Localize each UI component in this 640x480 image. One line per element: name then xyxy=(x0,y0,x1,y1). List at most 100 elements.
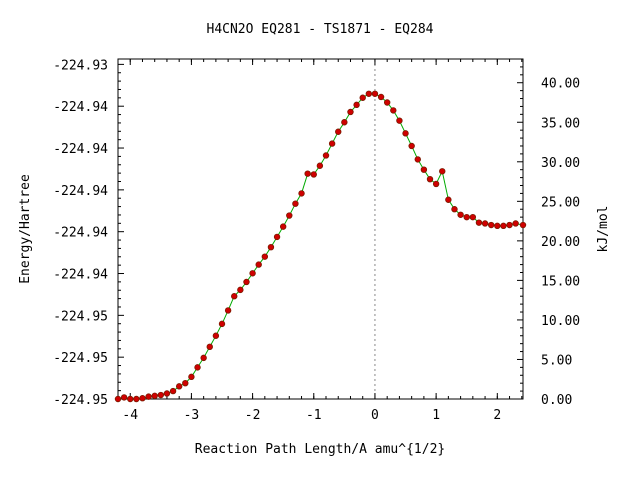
data-point xyxy=(414,156,421,163)
y-tick-label-left: -224.94 xyxy=(53,268,108,283)
data-point xyxy=(494,222,501,230)
data-point xyxy=(249,270,256,277)
data-point xyxy=(114,395,122,403)
data-point xyxy=(371,90,379,97)
data-point xyxy=(298,190,305,197)
data-point xyxy=(469,213,477,221)
x-tick-label: -4 xyxy=(122,408,138,423)
data-point xyxy=(519,221,527,229)
data-point xyxy=(231,293,238,300)
data-point xyxy=(451,206,458,213)
data-point xyxy=(120,394,128,401)
data-point xyxy=(200,354,207,362)
data-point xyxy=(377,93,385,101)
y-tick-label-right: 15.00 xyxy=(541,274,580,289)
y-tick-label-left: -224.94 xyxy=(53,100,108,115)
data-point xyxy=(127,395,134,403)
y-tick-label-left: -224.93 xyxy=(53,58,108,73)
data-point xyxy=(383,99,391,106)
data-point xyxy=(500,222,507,230)
y-tick-label-left: -224.94 xyxy=(53,226,108,241)
data-point xyxy=(445,196,452,203)
data-point xyxy=(157,391,165,399)
data-point xyxy=(151,392,158,400)
data-point xyxy=(439,168,446,175)
data-point xyxy=(139,395,146,402)
data-point xyxy=(420,166,428,173)
data-point xyxy=(457,211,464,218)
data-point xyxy=(163,390,171,397)
data-point xyxy=(279,223,287,230)
data-point xyxy=(426,175,434,183)
data-point xyxy=(512,220,519,227)
y-tick-label-right: 40.00 xyxy=(541,77,580,92)
data-point xyxy=(224,307,232,314)
data-point xyxy=(182,379,189,387)
data-point xyxy=(341,119,348,126)
x-tick-label: -1 xyxy=(306,408,322,423)
y-tick-label-left: -224.94 xyxy=(53,184,108,199)
y-tick-label-left: -224.95 xyxy=(53,393,108,408)
data-point xyxy=(188,373,195,381)
data-point xyxy=(408,142,415,150)
data-point xyxy=(359,94,366,101)
y-tick-label-left: -224.95 xyxy=(53,351,108,366)
y-tick-label-right: 0.00 xyxy=(541,393,572,408)
data-point xyxy=(273,233,281,241)
y-tick-label-right: 5.00 xyxy=(541,353,572,368)
data-point xyxy=(390,107,397,114)
data-point xyxy=(365,90,373,97)
chart-title: H4CN2O EQ281 - TS1871 - EQ284 xyxy=(207,22,434,37)
data-point xyxy=(237,286,244,294)
data-point xyxy=(212,332,220,339)
data-point xyxy=(402,130,409,137)
series-line xyxy=(117,93,524,400)
x-tick-label: -2 xyxy=(245,408,261,423)
y-tick-label-right: 20.00 xyxy=(541,235,580,250)
y-tick-label-right: 10.00 xyxy=(541,314,580,329)
y-axis-label-left: Energy/Hartree xyxy=(18,174,33,284)
data-point xyxy=(322,152,330,159)
x-axis-label: Reaction Path Length/A amu^{1/2} xyxy=(195,442,445,457)
data-point xyxy=(328,140,336,147)
data-point xyxy=(310,171,317,178)
x-tick-label: 2 xyxy=(493,408,501,423)
data-point xyxy=(432,180,440,188)
plot-area: -4 -3 -2 -1 0 1 2 -224.95 -224.95 -224.95 -224.94 -… xyxy=(53,58,580,423)
data-point xyxy=(335,128,342,135)
data-point xyxy=(292,200,299,207)
data-point xyxy=(304,170,311,177)
data-point xyxy=(175,383,183,390)
data-point xyxy=(206,343,213,351)
data-point xyxy=(481,220,489,227)
data-point xyxy=(261,253,269,260)
data-point xyxy=(353,101,360,109)
x-tick-label: 0 xyxy=(371,408,379,423)
y-tick-label-right: 25.00 xyxy=(541,195,580,210)
data-point xyxy=(133,395,140,403)
y-tick-label-right: 30.00 xyxy=(541,156,580,171)
data-point xyxy=(396,117,403,124)
data-point xyxy=(255,261,262,268)
data-point xyxy=(169,387,177,395)
plot-frame xyxy=(117,58,524,400)
y-tick-label-left: -224.95 xyxy=(53,309,108,324)
data-point xyxy=(218,320,226,328)
data-point xyxy=(267,243,275,251)
y-axis-label-right: kJ/mol xyxy=(596,206,611,253)
data-point xyxy=(286,212,293,219)
data-point xyxy=(463,213,470,221)
y-tick-label-left: -224.94 xyxy=(53,142,108,157)
data-point xyxy=(347,108,354,116)
data-point xyxy=(506,221,513,229)
data-point xyxy=(194,364,201,371)
x-tick-label: -3 xyxy=(184,408,200,423)
data-point xyxy=(475,219,483,226)
data-point xyxy=(487,221,495,229)
y-tick-label-right: 35.00 xyxy=(541,116,580,131)
data-point xyxy=(316,162,324,169)
data-point xyxy=(145,393,152,400)
x-tick-label: 1 xyxy=(432,408,440,423)
data-point xyxy=(243,278,250,286)
